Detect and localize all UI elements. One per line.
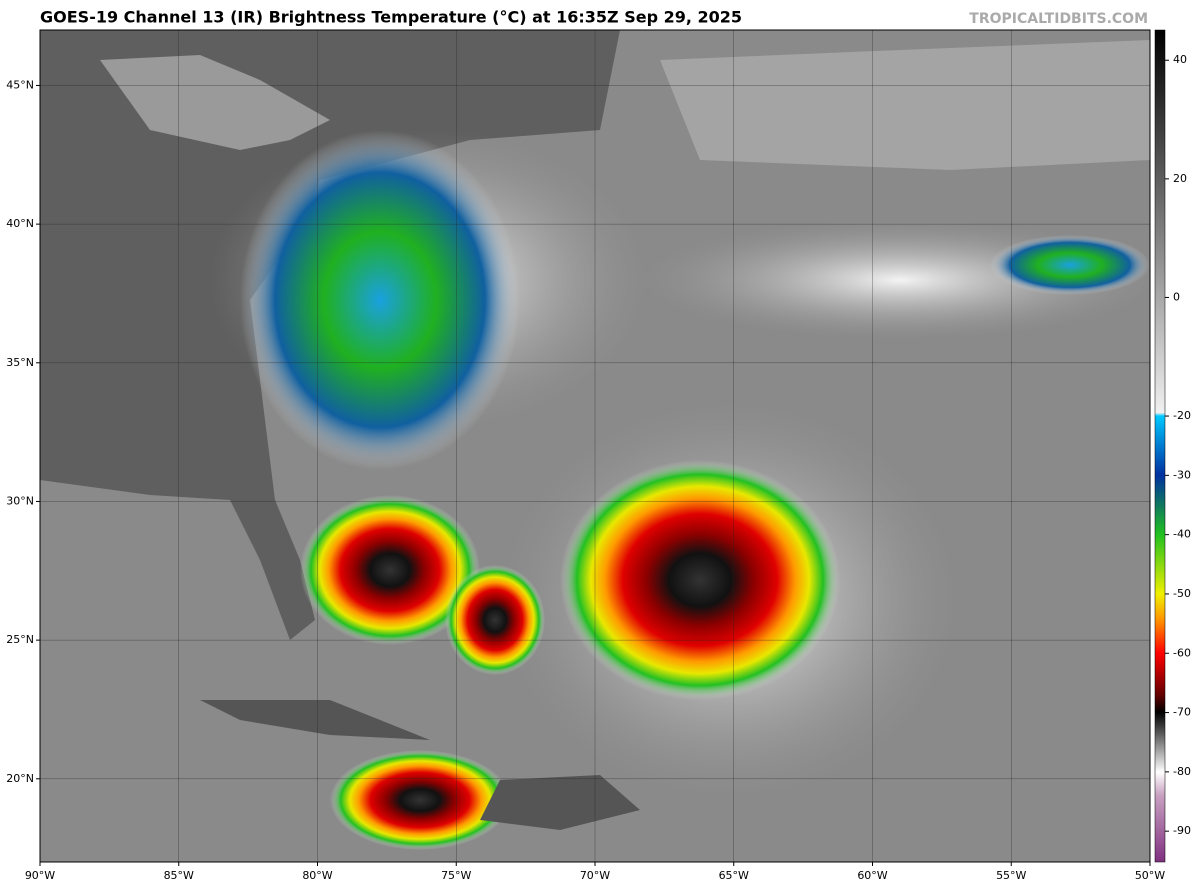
hispaniola <box>480 775 640 830</box>
lat-tick-label: 30°N <box>6 494 34 507</box>
lat-tick-label: 45°N <box>6 78 34 91</box>
lon-tick-label: 85°W <box>164 869 194 882</box>
convection <box>990 235 1150 295</box>
imagery <box>40 30 1150 862</box>
colorbar-tick-label: 40 <box>1173 53 1187 66</box>
cuba <box>200 700 430 740</box>
colorbar-tick-label: -20 <box>1173 409 1191 422</box>
lat-tick-label: 25°N <box>6 633 34 646</box>
hurricane-east <box>560 460 840 700</box>
hurricane-west <box>300 495 480 645</box>
colorbar <box>1154 29 1166 863</box>
colorbar-tick-label: -60 <box>1173 646 1191 659</box>
colorbar-tick-label: -30 <box>1173 468 1191 481</box>
lat-tick-label: 35°N <box>6 356 34 369</box>
lat-tick-label: 20°N <box>6 772 34 785</box>
lon-tick-label: 80°W <box>302 869 332 882</box>
colorbar-tick-label: 0 <box>1173 290 1180 303</box>
convection-caribbean <box>330 750 510 850</box>
credit: TROPICALTIDBITS.COM <box>969 11 1148 27</box>
colorbar-tick-label: -90 <box>1173 824 1191 837</box>
great-lakes <box>100 55 330 150</box>
frontal-band <box>240 130 520 470</box>
convection-bahamas <box>445 565 545 675</box>
title: GOES-19 Channel 13 (IR) Brightness Tempe… <box>40 8 742 27</box>
lon-tick-label: 70°W <box>580 869 610 882</box>
lon-tick-label: 75°W <box>441 869 471 882</box>
lon-tick-label: 90°W <box>25 869 55 882</box>
colorbar-tick-label: -80 <box>1173 765 1191 778</box>
high-cloud <box>660 40 1150 170</box>
lon-tick-label: 60°W <box>857 869 887 882</box>
colorbar-tick-label: -40 <box>1173 528 1191 541</box>
lon-tick-label: 65°W <box>719 869 749 882</box>
lon-tick-label: 55°W <box>996 869 1026 882</box>
colorbar-tick-label: 20 <box>1173 172 1187 185</box>
colorbar-tick-label: -50 <box>1173 587 1191 600</box>
land-north-america <box>40 30 620 640</box>
colorbar-tick-label: -70 <box>1173 706 1191 719</box>
lon-tick-label: 50°W <box>1135 869 1165 882</box>
lat-tick-label: 40°N <box>6 217 34 230</box>
